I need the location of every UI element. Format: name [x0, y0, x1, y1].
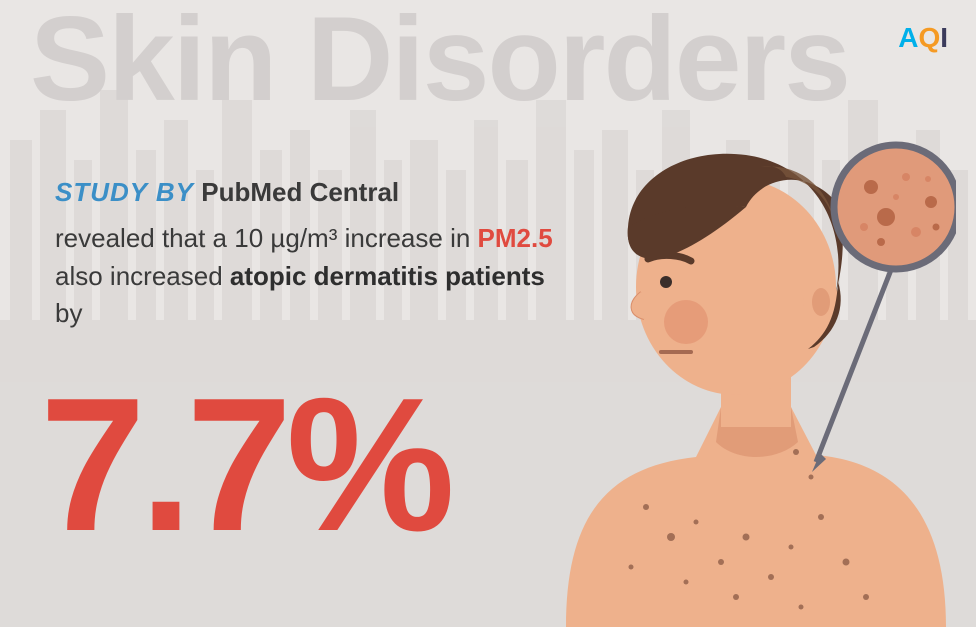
- study-source: PubMed Central: [201, 177, 399, 207]
- logo-letter-q: Q: [918, 22, 940, 53]
- eye: [660, 276, 672, 288]
- logo-letter-i: I: [940, 22, 948, 53]
- logo-letter-a: A: [898, 22, 918, 53]
- atopic-dermatitis-label: atopic dermatitis patients: [230, 261, 545, 291]
- cheek-blush: [664, 300, 708, 344]
- study-attribution: STUDY BY PubMed Central: [55, 175, 555, 210]
- person-illustration: [536, 107, 956, 627]
- body-post: by: [55, 298, 82, 328]
- body-mid: also increased: [55, 261, 230, 291]
- body-pre: revealed that a 10 µg/m³ increase in: [55, 223, 478, 253]
- ear-inner: [812, 288, 830, 316]
- study-finding-text: revealed that a 10 µg/m³ increase in PM2…: [55, 220, 555, 333]
- study-by-label: STUDY BY: [55, 177, 194, 207]
- stat-percentage: 7.7%: [40, 370, 449, 560]
- aqi-logo: AQI: [898, 22, 948, 54]
- content-block: STUDY BY PubMed Central revealed that a …: [55, 175, 555, 333]
- magnifier-ring: [834, 145, 956, 269]
